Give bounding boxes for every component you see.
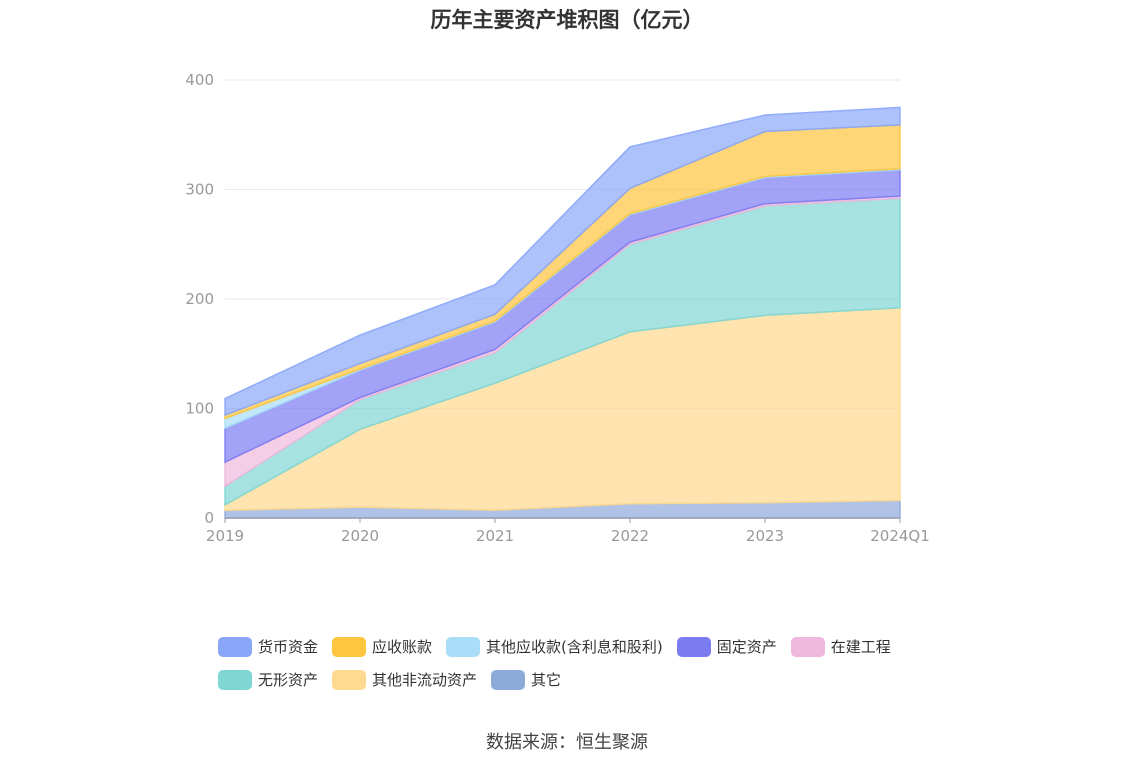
legend-swatch [218,636,252,657]
x-tick-label: 2021 [476,527,514,545]
legend-swatch [332,669,367,690]
legend-label: 其它 [531,671,562,689]
legend-item[interactable]: 固定资产 [676,636,777,657]
legend-label: 无形资产 [258,671,319,689]
area-series-7 [224,106,901,417]
y-tick-label: 300 [185,181,214,199]
legend-swatch [218,669,252,690]
legend-label: 货币资金 [258,638,319,656]
legend-item[interactable]: 货币资金 [218,636,318,657]
legend-row: 货币资金 应收账款 其他应收款(含利息和股利) 固定资产 在建工程 [218,630,938,663]
legend-swatch [446,636,481,657]
y-tick-label: 400 [185,71,214,89]
x-tick-label: 2024Q1 [870,527,930,545]
legend-row: 无形资产 其他非流动资产 其它 [218,663,938,696]
legend-item[interactable]: 无形资产 [218,669,318,690]
legend-swatch [790,636,825,657]
legend-label: 应收账款 [372,638,433,656]
legend-item[interactable]: 其他非流动资产 [332,669,477,690]
legend-swatch [676,636,711,657]
legend-item[interactable]: 其它 [491,669,561,690]
x-tick-label: 2022 [611,527,649,545]
data-source: 数据来源：恒生聚源 [486,732,648,753]
legend-label: 固定资产 [716,638,777,656]
axes: 0 100 200 300 400 2019 2020 2021 2022 2023 2024Q1 [185,71,929,545]
y-tick-label: 0 [204,509,214,527]
legend-item[interactable]: 在建工程 [790,636,891,657]
legend-swatch [332,636,367,657]
x-tick-label: 2019 [206,527,244,545]
x-tick-label: 2020 [341,527,379,545]
y-tick-label: 100 [185,400,214,418]
area-series [224,106,901,519]
legend-item[interactable]: 应收账款 [332,636,432,657]
legend-label: 在建工程 [830,638,891,656]
x-tick-label: 2023 [746,527,784,545]
stacked-area-chart: 0 100 200 300 400 2019 2020 2021 2022 2023 2024Q1 [185,71,929,545]
legend-label: 其他应收款(含利息和股利) [486,638,663,656]
y-tick-label: 200 [185,290,214,308]
legend-item[interactable]: 其他应收款(含利息和股利) [446,636,663,657]
legend-swatch [491,669,526,690]
legend-label: 其他非流动资产 [372,671,478,689]
chart-title: 历年主要资产堆积图（亿元） [430,8,704,32]
legend: 货币资金 应收账款 其他应收款(含利息和股利) 固定资产 在建工程无形资产 其他非流动资产… [218,630,938,696]
